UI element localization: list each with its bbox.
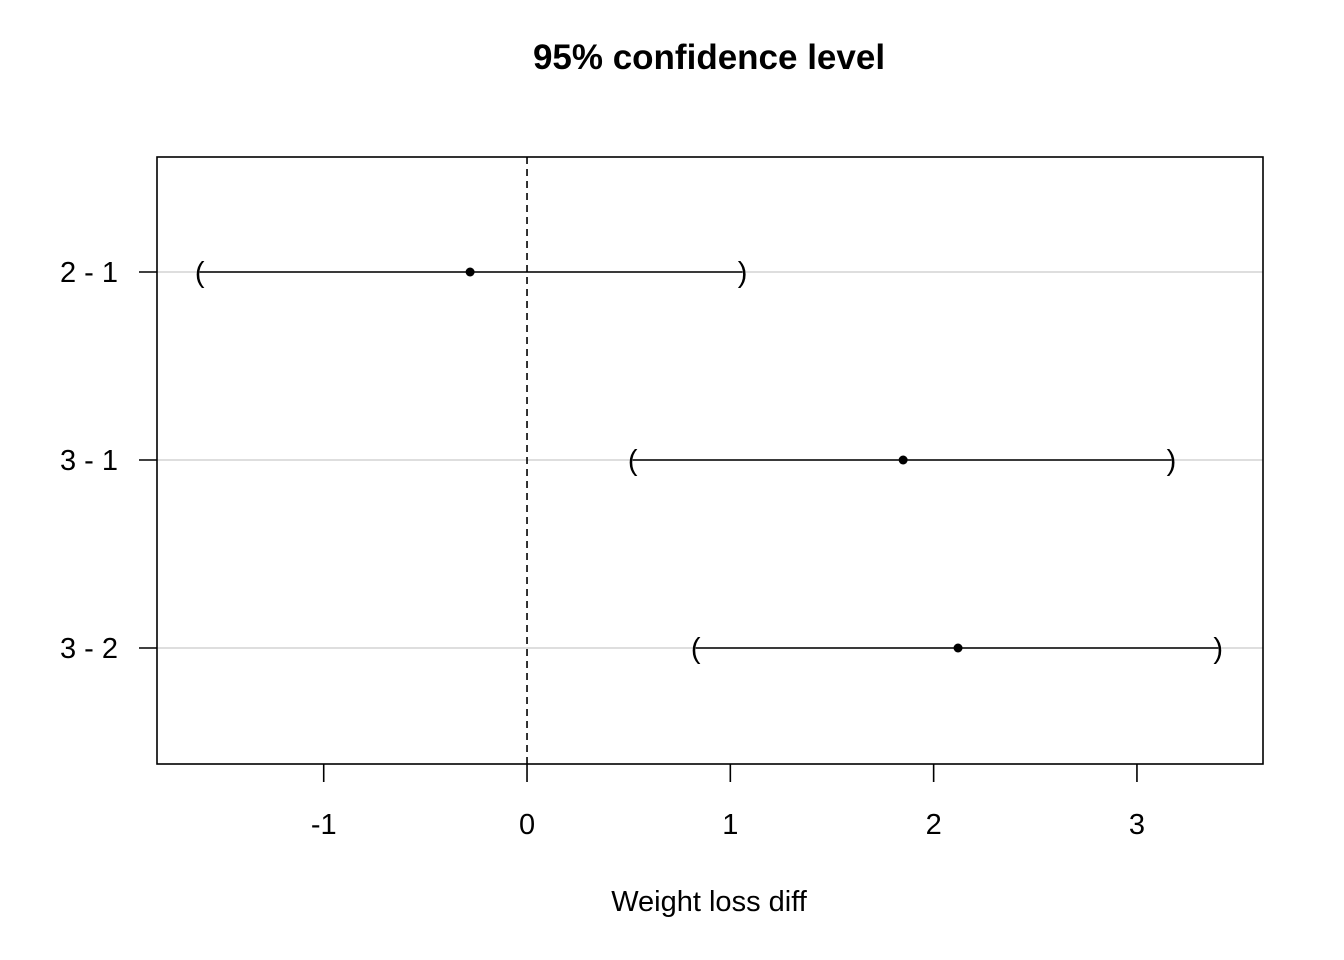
y-tick-label: 3 - 1	[60, 445, 118, 477]
interval-upper-bracket: )	[738, 257, 748, 289]
x-tick-label: 0	[519, 809, 535, 841]
x-tick-label: 2	[926, 809, 942, 841]
x-axis-label: Weight loss diff	[611, 886, 808, 918]
interval-lower-bracket: (	[195, 257, 205, 289]
chart-title: 95% confidence level	[533, 38, 885, 77]
y-tick-label: 2 - 1	[60, 257, 118, 289]
x-tick-label: 1	[722, 809, 738, 841]
x-tick-label: 3	[1129, 809, 1145, 841]
interval-series: () () ()	[195, 257, 1223, 665]
interval-upper-bracket: )	[1213, 633, 1223, 665]
x-tick-label: -1	[311, 809, 337, 841]
interval-lower-bracket: (	[628, 445, 638, 477]
estimate-point	[953, 643, 963, 653]
interval-lower-bracket: (	[691, 633, 701, 665]
x-axis: -1 0 1 2 3	[311, 764, 1145, 841]
y-axis: 2 - 1 3 - 1 3 - 2	[60, 257, 157, 665]
y-tick-label: 3 - 2	[60, 633, 118, 665]
estimate-point	[898, 455, 908, 465]
estimate-point	[465, 267, 475, 277]
interval-upper-bracket: )	[1167, 445, 1177, 477]
